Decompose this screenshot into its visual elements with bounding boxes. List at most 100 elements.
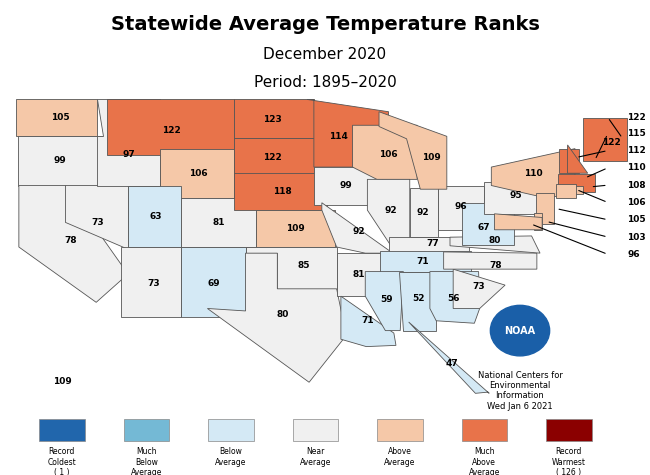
Text: Record
Coldest
( 1 ): Record Coldest ( 1 ) — [47, 447, 76, 475]
Text: 95: 95 — [510, 191, 522, 200]
Text: 85: 85 — [298, 261, 310, 270]
Polygon shape — [181, 198, 255, 247]
Text: 110: 110 — [627, 163, 646, 172]
Text: 108: 108 — [627, 180, 646, 190]
Text: 122: 122 — [602, 138, 620, 147]
Text: NOAA: NOAA — [504, 325, 536, 336]
Text: 77: 77 — [426, 239, 439, 248]
Text: 47: 47 — [446, 359, 458, 368]
Text: Statewide Average Temperature Ranks: Statewide Average Temperature Ranks — [111, 15, 540, 34]
Polygon shape — [438, 186, 484, 230]
Text: 105: 105 — [627, 215, 646, 224]
Text: 114: 114 — [330, 132, 348, 141]
Text: National Centers for
Environmental
Information
Wed Jan 6 2021: National Centers for Environmental Infor… — [478, 370, 562, 411]
Polygon shape — [484, 182, 545, 214]
Polygon shape — [430, 272, 480, 323]
FancyBboxPatch shape — [208, 419, 254, 441]
Text: Above
Average: Above Average — [384, 447, 415, 466]
Polygon shape — [235, 99, 314, 138]
Polygon shape — [567, 145, 588, 173]
Text: Record
Warmest
( 126 ): Record Warmest ( 126 ) — [552, 447, 586, 475]
Text: 67: 67 — [478, 223, 490, 232]
Text: 59: 59 — [380, 295, 393, 304]
Polygon shape — [255, 210, 335, 247]
Text: 99: 99 — [54, 156, 66, 165]
Polygon shape — [379, 112, 447, 189]
Polygon shape — [380, 251, 471, 272]
Text: 56: 56 — [447, 294, 460, 303]
Text: 92: 92 — [352, 227, 365, 236]
Polygon shape — [314, 167, 382, 205]
Text: 78: 78 — [64, 237, 77, 246]
Circle shape — [490, 305, 550, 356]
Polygon shape — [450, 236, 540, 253]
Polygon shape — [207, 253, 346, 382]
Text: Below
Average: Below Average — [215, 447, 246, 466]
Polygon shape — [536, 193, 554, 224]
Text: 106: 106 — [188, 169, 207, 178]
Polygon shape — [399, 272, 436, 331]
FancyBboxPatch shape — [546, 419, 592, 441]
Text: 115: 115 — [627, 130, 646, 138]
Text: 73: 73 — [91, 218, 103, 227]
Polygon shape — [410, 188, 438, 237]
Text: Much
Below
Average: Much Below Average — [131, 447, 162, 475]
FancyBboxPatch shape — [39, 419, 84, 441]
Text: 52: 52 — [412, 294, 424, 303]
Text: 109: 109 — [286, 224, 305, 233]
Polygon shape — [235, 173, 327, 210]
Polygon shape — [18, 136, 103, 186]
Polygon shape — [352, 125, 417, 180]
Polygon shape — [491, 149, 575, 198]
Polygon shape — [16, 99, 98, 136]
Text: 73: 73 — [473, 282, 485, 291]
Text: Near
Average: Near Average — [300, 447, 331, 466]
Text: 109: 109 — [422, 153, 440, 162]
Polygon shape — [453, 269, 505, 308]
Text: 81: 81 — [353, 269, 365, 278]
Text: 97: 97 — [123, 150, 135, 159]
Text: 92: 92 — [416, 208, 429, 217]
Text: 123: 123 — [263, 114, 281, 124]
Text: 109: 109 — [53, 377, 72, 386]
Text: December 2020: December 2020 — [263, 47, 387, 62]
Polygon shape — [307, 99, 389, 167]
Polygon shape — [584, 118, 627, 161]
Text: 71: 71 — [361, 316, 374, 325]
Polygon shape — [575, 186, 584, 194]
Text: 80: 80 — [276, 310, 289, 319]
Polygon shape — [389, 237, 469, 253]
Polygon shape — [558, 174, 595, 192]
Text: 92: 92 — [384, 206, 397, 215]
Text: 103: 103 — [627, 233, 646, 241]
Text: 69: 69 — [207, 279, 220, 288]
Polygon shape — [161, 149, 235, 198]
FancyBboxPatch shape — [462, 419, 507, 441]
Polygon shape — [337, 253, 387, 296]
Text: 80: 80 — [488, 237, 500, 246]
FancyBboxPatch shape — [292, 419, 338, 441]
Text: 73: 73 — [147, 279, 160, 288]
Text: Period: 1895–2020: Period: 1895–2020 — [254, 75, 396, 90]
Polygon shape — [495, 214, 542, 230]
Text: 118: 118 — [273, 187, 292, 196]
Polygon shape — [98, 99, 161, 186]
Text: 106: 106 — [379, 150, 398, 159]
Text: 112: 112 — [627, 146, 646, 155]
FancyBboxPatch shape — [377, 419, 423, 441]
Text: 63: 63 — [150, 212, 162, 221]
Polygon shape — [341, 296, 396, 347]
Text: 96: 96 — [454, 202, 467, 211]
Text: 122: 122 — [162, 126, 181, 135]
Polygon shape — [365, 272, 404, 331]
Text: 71: 71 — [416, 257, 429, 266]
FancyBboxPatch shape — [124, 419, 169, 441]
Polygon shape — [444, 252, 537, 269]
Polygon shape — [181, 247, 246, 317]
Polygon shape — [235, 138, 314, 180]
Polygon shape — [534, 213, 542, 230]
Polygon shape — [129, 186, 181, 247]
Text: 122: 122 — [263, 153, 281, 162]
Polygon shape — [462, 203, 514, 245]
Polygon shape — [409, 322, 489, 393]
